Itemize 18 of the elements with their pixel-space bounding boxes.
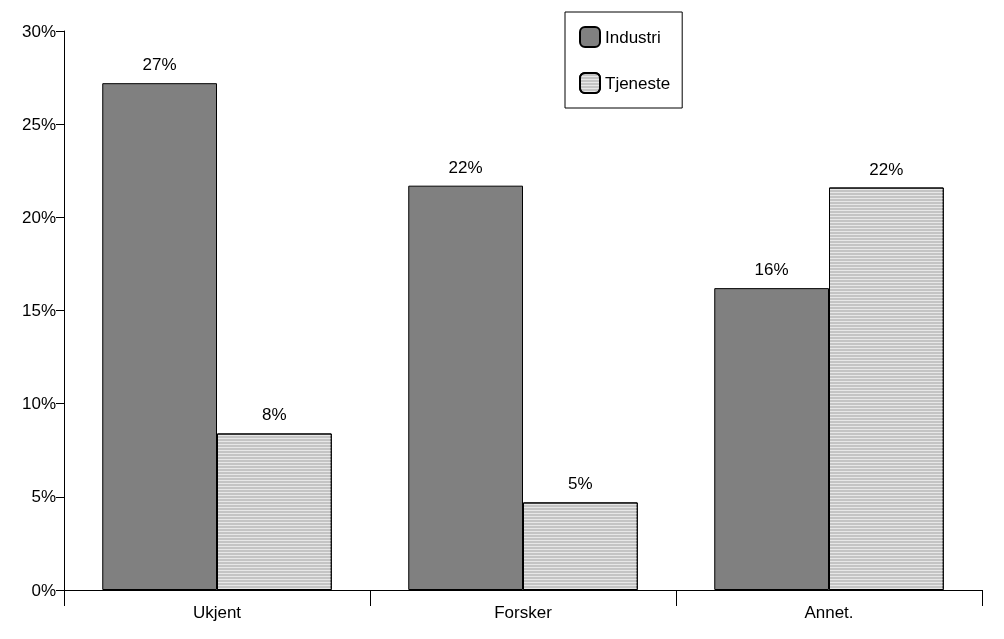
legend-label: Industri xyxy=(605,27,661,47)
x-tick-label: Annet. xyxy=(804,603,854,622)
data-label: 22% xyxy=(448,157,483,177)
y-tick-label: 20% xyxy=(21,207,56,227)
y-tick-label: 30% xyxy=(21,21,56,41)
y-tick-label: 5% xyxy=(31,487,56,507)
x-tick-label: Forsker xyxy=(494,603,553,622)
x-tick-label: Ukjent xyxy=(192,603,242,622)
y-tick-label: 15% xyxy=(21,301,56,320)
data-label: 16% xyxy=(754,260,789,280)
data-label: 22% xyxy=(869,159,904,179)
y-tick-label: 10% xyxy=(21,394,56,414)
data-label: 27% xyxy=(142,55,177,75)
data-label: 5% xyxy=(568,474,593,494)
data-label: 8% xyxy=(262,405,287,425)
legend-label: Tjeneste xyxy=(605,73,671,93)
y-tick-label: 0% xyxy=(31,580,56,600)
y-tick-label: 25% xyxy=(21,114,56,134)
